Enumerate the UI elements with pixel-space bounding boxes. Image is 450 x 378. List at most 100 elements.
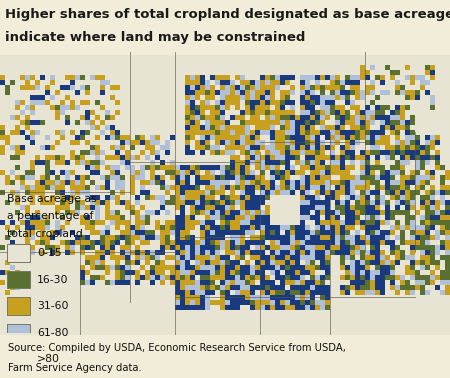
Bar [335,265,340,270]
Bar [320,110,325,115]
Bar [30,195,35,200]
Bar [335,235,340,240]
Bar [20,275,25,280]
Bar [365,140,370,145]
Bar [45,319,50,325]
Bar [370,270,375,275]
Bar [50,160,55,165]
Bar [265,70,270,75]
Bar [345,170,350,175]
Bar [120,120,125,125]
Bar [380,275,385,280]
Bar [340,155,345,160]
Bar [15,100,20,105]
Bar [85,95,90,100]
Bar [20,230,25,235]
Bar [20,314,25,319]
Bar [7,351,31,368]
Bar [220,215,225,220]
Bar [20,85,25,90]
Bar [150,105,155,110]
Bar [325,240,330,245]
Bar [330,250,335,255]
Bar [255,65,260,70]
Bar [285,125,290,130]
Bar [415,185,420,190]
Bar [200,75,205,80]
Bar [325,300,330,305]
Bar [175,215,180,220]
Bar [335,80,340,85]
Bar [40,225,45,230]
Bar [360,165,365,170]
Bar [110,75,115,80]
Bar [10,95,15,100]
Bar [195,130,200,135]
Bar [10,319,15,325]
Bar [315,305,320,310]
Bar [310,220,315,225]
Bar [290,195,295,200]
Bar [280,270,285,275]
Bar [180,255,185,260]
Bar [125,294,130,300]
Bar [160,245,165,250]
Bar [200,70,205,75]
Bar [420,110,425,115]
Bar [260,155,265,160]
Bar [50,130,55,135]
Bar [230,155,235,160]
Bar [260,270,265,275]
Bar [265,170,270,175]
Bar [320,294,325,300]
Bar [235,125,240,130]
Bar [85,225,90,230]
Bar [35,215,40,220]
Bar [245,160,250,165]
Bar [360,195,365,200]
Bar [270,65,275,70]
Bar [70,195,75,200]
Bar [360,120,365,125]
Bar [445,310,450,314]
Bar [355,115,360,120]
Bar [285,185,290,190]
Bar [410,305,415,310]
Bar [30,185,35,190]
Bar [350,155,355,160]
Bar [445,220,450,225]
Bar [245,235,250,240]
Bar [440,155,445,160]
Bar [355,330,360,335]
Bar [55,160,60,165]
Bar [265,65,270,70]
Bar [415,125,420,130]
Bar [160,85,165,90]
Bar [75,140,80,145]
Bar [150,130,155,135]
Bar [75,120,80,125]
Bar [395,160,400,165]
Bar [80,294,85,300]
Bar [305,105,310,110]
Bar [335,280,340,285]
Bar [295,220,300,225]
Bar [40,105,45,110]
Bar [395,85,400,90]
Bar [335,319,340,325]
Bar [75,75,80,80]
Bar [135,75,140,80]
Bar [235,225,240,230]
Bar [10,180,15,185]
Bar [320,140,325,145]
Bar [55,180,60,185]
Bar [230,105,235,110]
Bar [50,85,55,90]
Bar [435,210,440,215]
Bar [0,215,5,220]
Bar [360,200,365,205]
Bar [95,240,100,245]
Bar [140,250,145,255]
Bar [390,260,395,265]
Bar [90,215,95,220]
